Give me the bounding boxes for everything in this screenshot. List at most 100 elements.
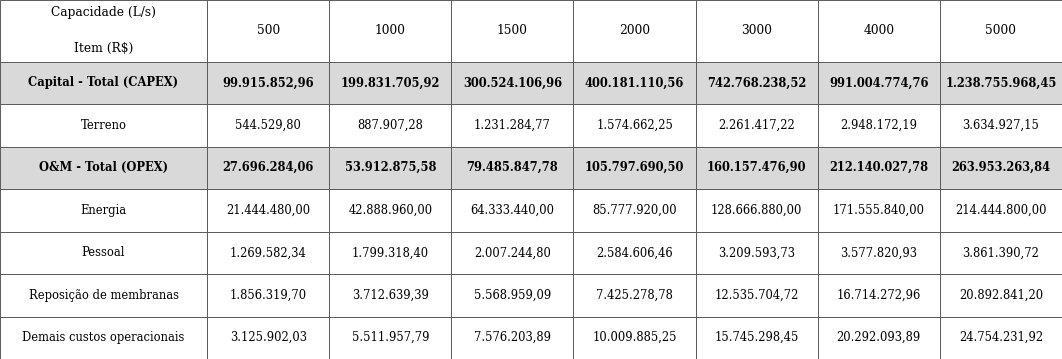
Bar	[207, 146, 329, 189]
Text: 3.634.927,15: 3.634.927,15	[962, 119, 1040, 132]
Bar	[696, 232, 818, 274]
Bar	[329, 61, 451, 104]
Bar	[818, 61, 940, 104]
Bar	[696, 61, 818, 104]
Bar	[818, 317, 940, 359]
Text: 64.333.440,00: 64.333.440,00	[470, 204, 554, 217]
Bar	[207, 61, 329, 104]
Text: 42.888.960,00: 42.888.960,00	[348, 204, 432, 217]
Text: 10.009.885,25: 10.009.885,25	[593, 331, 676, 344]
Text: 3.861.390,72: 3.861.390,72	[962, 246, 1040, 259]
Bar	[940, 232, 1062, 274]
Bar	[940, 189, 1062, 232]
Bar	[0, 317, 207, 359]
Bar	[207, 0, 329, 61]
Bar	[573, 61, 696, 104]
Text: 5000: 5000	[986, 24, 1016, 37]
Bar	[451, 317, 573, 359]
Bar	[696, 0, 818, 61]
Text: 20.892.841,20: 20.892.841,20	[959, 289, 1043, 302]
Bar	[451, 0, 573, 61]
Bar	[940, 317, 1062, 359]
Text: 3.209.593,73: 3.209.593,73	[718, 246, 795, 259]
Bar	[696, 189, 818, 232]
Bar	[329, 317, 451, 359]
Bar	[818, 274, 940, 317]
Bar	[207, 274, 329, 317]
Text: 1.269.582,34: 1.269.582,34	[229, 246, 307, 259]
Bar	[573, 0, 696, 61]
Bar	[0, 61, 207, 104]
Bar	[940, 61, 1062, 104]
Bar	[451, 232, 573, 274]
Bar	[207, 317, 329, 359]
Bar	[573, 274, 696, 317]
Text: Reposição de membranas: Reposição de membranas	[29, 289, 178, 302]
Text: 2.007.244,80: 2.007.244,80	[474, 246, 551, 259]
Text: Capital - Total (CAPEX): Capital - Total (CAPEX)	[29, 76, 178, 89]
Text: 20.292.093,89: 20.292.093,89	[837, 331, 921, 344]
Bar	[940, 146, 1062, 189]
Bar	[329, 104, 451, 146]
Bar	[207, 104, 329, 146]
Text: 3.125.902,03: 3.125.902,03	[229, 331, 307, 344]
Text: Capacidade (L/s)

Item (R$): Capacidade (L/s) Item (R$)	[51, 6, 156, 55]
Bar	[696, 274, 818, 317]
Text: 21.444.480,00: 21.444.480,00	[226, 204, 310, 217]
Text: 3000: 3000	[741, 24, 772, 37]
Text: 887.907,28: 887.907,28	[357, 119, 424, 132]
Bar	[207, 232, 329, 274]
Text: 3.577.820,93: 3.577.820,93	[840, 246, 918, 259]
Text: 500: 500	[257, 24, 279, 37]
Text: 1.231.284,77: 1.231.284,77	[474, 119, 551, 132]
Bar	[940, 104, 1062, 146]
Text: 7.425.278,78: 7.425.278,78	[596, 289, 673, 302]
Text: Pessoal: Pessoal	[82, 246, 125, 259]
Bar	[329, 232, 451, 274]
Text: 1.574.662,25: 1.574.662,25	[596, 119, 673, 132]
Text: 171.555.840,00: 171.555.840,00	[833, 204, 925, 217]
Text: 79.485.847,78: 79.485.847,78	[466, 161, 559, 174]
Text: Demais custos operacionais: Demais custos operacionais	[22, 331, 185, 344]
Text: 263.953.263,84: 263.953.263,84	[952, 161, 1050, 174]
Text: 85.777.920,00: 85.777.920,00	[593, 204, 676, 217]
Text: 212.140.027,78: 212.140.027,78	[829, 161, 928, 174]
Bar	[573, 146, 696, 189]
Bar	[940, 0, 1062, 61]
Bar	[207, 189, 329, 232]
Text: 105.797.690,50: 105.797.690,50	[585, 161, 684, 174]
Text: 544.529,80: 544.529,80	[235, 119, 302, 132]
Text: 4000: 4000	[863, 24, 894, 37]
Bar	[573, 189, 696, 232]
Bar	[696, 317, 818, 359]
Bar	[0, 189, 207, 232]
Text: 5.568.959,09: 5.568.959,09	[474, 289, 551, 302]
Text: 27.696.284,06: 27.696.284,06	[222, 161, 314, 174]
Text: 2.584.606,46: 2.584.606,46	[596, 246, 673, 259]
Bar	[940, 274, 1062, 317]
Bar	[818, 0, 940, 61]
Text: Terreno: Terreno	[81, 119, 126, 132]
Bar	[329, 146, 451, 189]
Text: 742.768.238,52: 742.768.238,52	[707, 76, 806, 89]
Text: 300.524.106,96: 300.524.106,96	[463, 76, 562, 89]
Bar	[329, 0, 451, 61]
Text: 160.157.476,90: 160.157.476,90	[707, 161, 806, 174]
Text: 24.754.231,92: 24.754.231,92	[959, 331, 1043, 344]
Bar	[818, 189, 940, 232]
Text: 400.181.110,56: 400.181.110,56	[585, 76, 684, 89]
Bar	[573, 104, 696, 146]
Text: 2000: 2000	[619, 24, 650, 37]
Bar	[818, 232, 940, 274]
Bar	[451, 189, 573, 232]
Text: 3.712.639,39: 3.712.639,39	[352, 289, 429, 302]
Text: 199.831.705,92: 199.831.705,92	[341, 76, 440, 89]
Bar	[0, 0, 207, 61]
Bar	[0, 146, 207, 189]
Bar	[451, 146, 573, 189]
Bar	[451, 61, 573, 104]
Text: Energia: Energia	[81, 204, 126, 217]
Text: 2.948.172,19: 2.948.172,19	[840, 119, 918, 132]
Bar	[696, 104, 818, 146]
Text: 53.912.875,58: 53.912.875,58	[344, 161, 436, 174]
